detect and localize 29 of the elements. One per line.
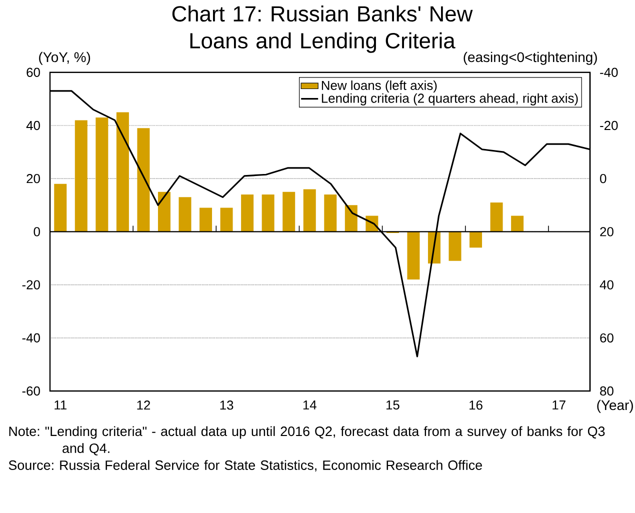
x-tick-label: 11: [54, 400, 66, 410]
y-tick-label: -20: [22, 280, 40, 290]
y2-tick-label: -20: [600, 120, 618, 130]
y-tick-label: 60: [26, 68, 40, 77]
y2-tick-label: 60: [600, 333, 614, 342]
y2-tick-label: 20: [600, 227, 614, 236]
legend-label: Lending criteria (2 quarters ahead, right axis): [322, 93, 578, 106]
x-tick-label: 14: [303, 400, 316, 410]
y2-tick-label: -40: [600, 68, 618, 77]
y-axis-title: (YoY, %): [39, 52, 90, 65]
y-tick-label: -40: [22, 333, 40, 342]
y-tick-label: -60: [22, 386, 40, 396]
y-tick-label: 0: [34, 227, 40, 236]
legend-label: New loans (left axis): [322, 80, 437, 93]
chart-title: Chart 17: Russian Banks' New Loans and Lending Criteria: [172, 6, 473, 53]
y2-tick-label: 40: [600, 280, 614, 290]
y-tick-label: 20: [26, 174, 40, 184]
text: Note: "Lending criteria" - actual data up until 2016 Q2, forecast data from a survey of banks for Q3 and Q4.: [9, 426, 605, 456]
x-axis-title: (Year): [597, 400, 633, 413]
x-tick-label: 16: [470, 400, 482, 410]
y-tick-label: 40: [26, 120, 40, 130]
x-tick-label: 12: [137, 400, 150, 410]
x-tick-label: 17: [552, 400, 566, 410]
y2-tick-label: 0: [600, 174, 606, 184]
x-tick-label: 13: [220, 400, 234, 410]
y2-axis-title: (easing<0<tightening): [464, 52, 597, 65]
x-tick-label: 15: [386, 400, 400, 410]
y2-tick-label: 80: [600, 386, 614, 396]
source-note: Source: Russia Federal Service for State Statistics, Economic Research Office: [8, 460, 482, 472]
